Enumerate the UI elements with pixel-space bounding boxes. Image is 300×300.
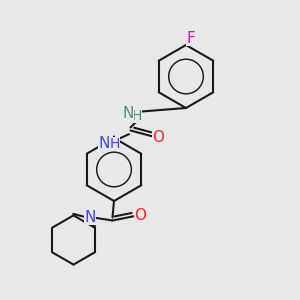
Text: N: N (98, 136, 110, 151)
Text: F: F (186, 31, 195, 46)
Text: N: N (122, 106, 134, 122)
Text: O: O (152, 130, 164, 146)
Text: H: H (131, 109, 142, 122)
Text: H: H (110, 137, 120, 151)
Text: N: N (84, 210, 96, 225)
Text: O: O (134, 208, 146, 223)
Text: N: N (84, 210, 96, 225)
